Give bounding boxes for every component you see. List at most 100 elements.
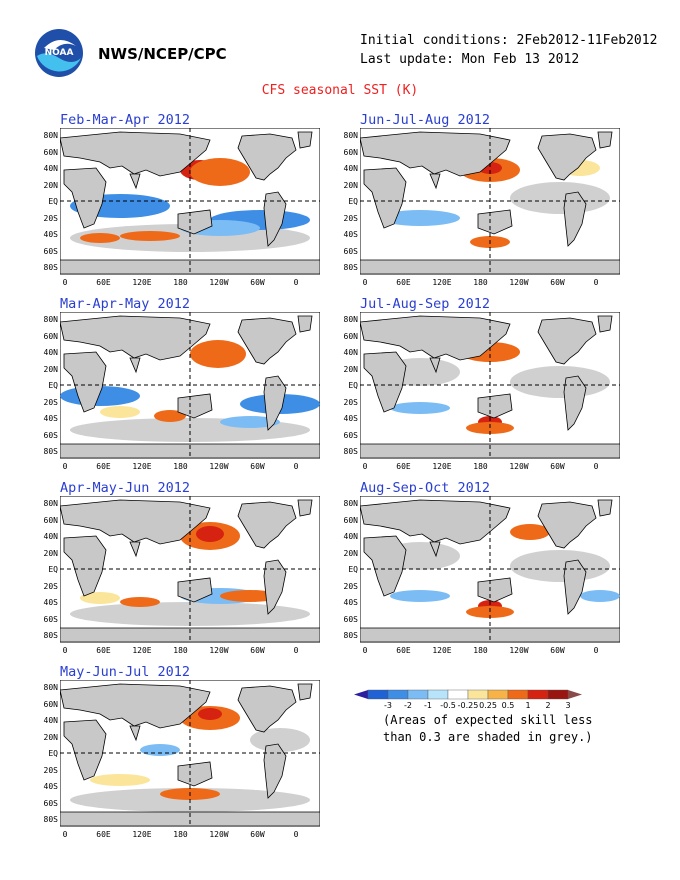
lat-tick-label: 60S xyxy=(43,246,58,256)
land-mass xyxy=(597,315,613,333)
land-mass xyxy=(60,811,320,826)
legend-swatch xyxy=(367,689,389,700)
lon-tick-label: 60W xyxy=(250,462,265,471)
lat-tick-label: 80S xyxy=(343,263,358,272)
anomaly-patch-warm xyxy=(120,597,160,607)
anomaly-patch-cool xyxy=(580,590,620,602)
land-mass xyxy=(237,317,297,365)
lon-tick-label: 60W xyxy=(550,646,565,655)
lat-tick-label: 60N xyxy=(43,331,58,341)
lat-tick-label: 20N xyxy=(343,548,358,558)
land-mass xyxy=(60,315,211,361)
lat-tick-label: 20N xyxy=(43,548,58,558)
anomaly-patch-cool xyxy=(390,402,450,414)
lat-tick-label: 60S xyxy=(343,430,358,440)
land-mass xyxy=(263,559,287,615)
lat-tick-label: 80N xyxy=(43,499,58,508)
land-mass xyxy=(63,719,107,781)
legend-swatch xyxy=(407,689,429,700)
lon-tick-label: 0 xyxy=(62,830,68,839)
land-mass xyxy=(360,627,620,642)
land-mass xyxy=(537,501,597,549)
land-mass xyxy=(60,683,211,729)
land-mass xyxy=(297,315,313,333)
lon-tick-label: 180 xyxy=(473,646,488,655)
land-mass xyxy=(297,499,313,517)
land-mass xyxy=(263,743,287,799)
lon-tick-label: 180 xyxy=(473,278,488,287)
anomaly-patch-warm xyxy=(510,524,550,540)
lat-tick-label: EQ xyxy=(48,381,58,390)
lon-tick-label: 0 xyxy=(293,462,299,471)
lon-tick-label: 120W xyxy=(209,278,229,287)
lon-tick-label: 120W xyxy=(209,462,229,471)
land-mass xyxy=(63,351,107,413)
land-mass xyxy=(60,131,211,177)
anomaly-patch-warm xyxy=(154,410,186,422)
anomaly-patch-mild xyxy=(90,774,150,786)
lon-tick-label: 0 xyxy=(293,830,299,839)
land-mass xyxy=(177,393,213,419)
lat-tick-label: 60N xyxy=(343,331,358,341)
panel-title-jja: Jun-Jul-Aug 2012 xyxy=(360,112,491,128)
anomaly-patch-cool xyxy=(220,416,280,428)
lat-tick-label: EQ xyxy=(48,565,58,574)
lat-tick-label: 60S xyxy=(43,614,58,624)
lat-tick-label: 40N xyxy=(343,532,358,541)
lon-tick-label: 180 xyxy=(173,278,188,287)
sst-map-amj xyxy=(60,496,320,646)
lat-tick-label: 80S xyxy=(343,447,358,456)
legend-tick-label: 2 xyxy=(545,701,550,710)
lon-tick-label: 60W xyxy=(250,646,265,655)
lon-tick-label: 60E xyxy=(396,462,411,471)
lat-tick-label: EQ xyxy=(48,197,58,206)
lon-tick-label: 120W xyxy=(209,830,229,839)
legend-tick-label: -3 xyxy=(384,701,392,710)
land-mass xyxy=(263,375,287,431)
legend-arrow-low xyxy=(354,690,368,699)
lat-tick-label: 60S xyxy=(43,798,58,808)
lat-tick-label: 20S xyxy=(343,213,358,223)
lon-tick-label: 0 xyxy=(362,278,368,287)
lat-tick-label: 20S xyxy=(43,213,58,223)
lat-tick-label: 20N xyxy=(43,180,58,190)
legend-tick-label: 0.25 xyxy=(479,701,497,710)
lon-tick-label: 60E xyxy=(96,462,111,471)
legend-swatch xyxy=(507,689,529,700)
land-mass xyxy=(237,133,297,181)
lat-tick-label: 20S xyxy=(343,581,358,591)
land-mass xyxy=(363,535,407,597)
lon-tick-label: 60E xyxy=(96,830,111,839)
anomaly-patch-skill xyxy=(510,182,610,214)
lat-tick-label: EQ xyxy=(348,381,358,390)
legend-arrow-high xyxy=(568,690,582,699)
lat-tick-label: 20N xyxy=(43,364,58,374)
noaa-logo: NOAA xyxy=(34,28,84,78)
lon-tick-label: 120E xyxy=(432,278,452,287)
lat-tick-label: 80S xyxy=(43,263,58,272)
land-mass xyxy=(297,131,313,149)
lat-tick-label: 40S xyxy=(43,414,58,423)
legend-swatch xyxy=(467,689,489,700)
lon-tick-label: 60W xyxy=(550,462,565,471)
lat-tick-label: 40S xyxy=(43,230,58,239)
land-mass xyxy=(563,375,587,431)
lat-tick-label: 20S xyxy=(43,581,58,591)
sst-map-mjj xyxy=(60,680,320,830)
lon-tick-label: 120W xyxy=(509,278,529,287)
land-mass xyxy=(360,499,511,545)
lon-tick-label: 0 xyxy=(362,646,368,655)
anomaly-patch-warm xyxy=(120,231,180,241)
land-mass xyxy=(237,501,297,549)
anomaly-patch-warm xyxy=(190,158,250,186)
lat-tick-label: 80N xyxy=(343,315,358,324)
lat-tick-label: 40S xyxy=(343,230,358,239)
lon-tick-label: 0 xyxy=(593,278,599,287)
lat-tick-label: 60N xyxy=(343,515,358,525)
lon-tick-label: 0 xyxy=(62,462,68,471)
lat-tick-label: 80N xyxy=(43,315,58,324)
lat-tick-label: 20N xyxy=(43,732,58,742)
organization-label: NWS/NCEP/CPC xyxy=(98,45,227,63)
land-mass xyxy=(477,209,513,235)
panel-title-fma: Feb-Mar-Apr 2012 xyxy=(60,112,191,128)
